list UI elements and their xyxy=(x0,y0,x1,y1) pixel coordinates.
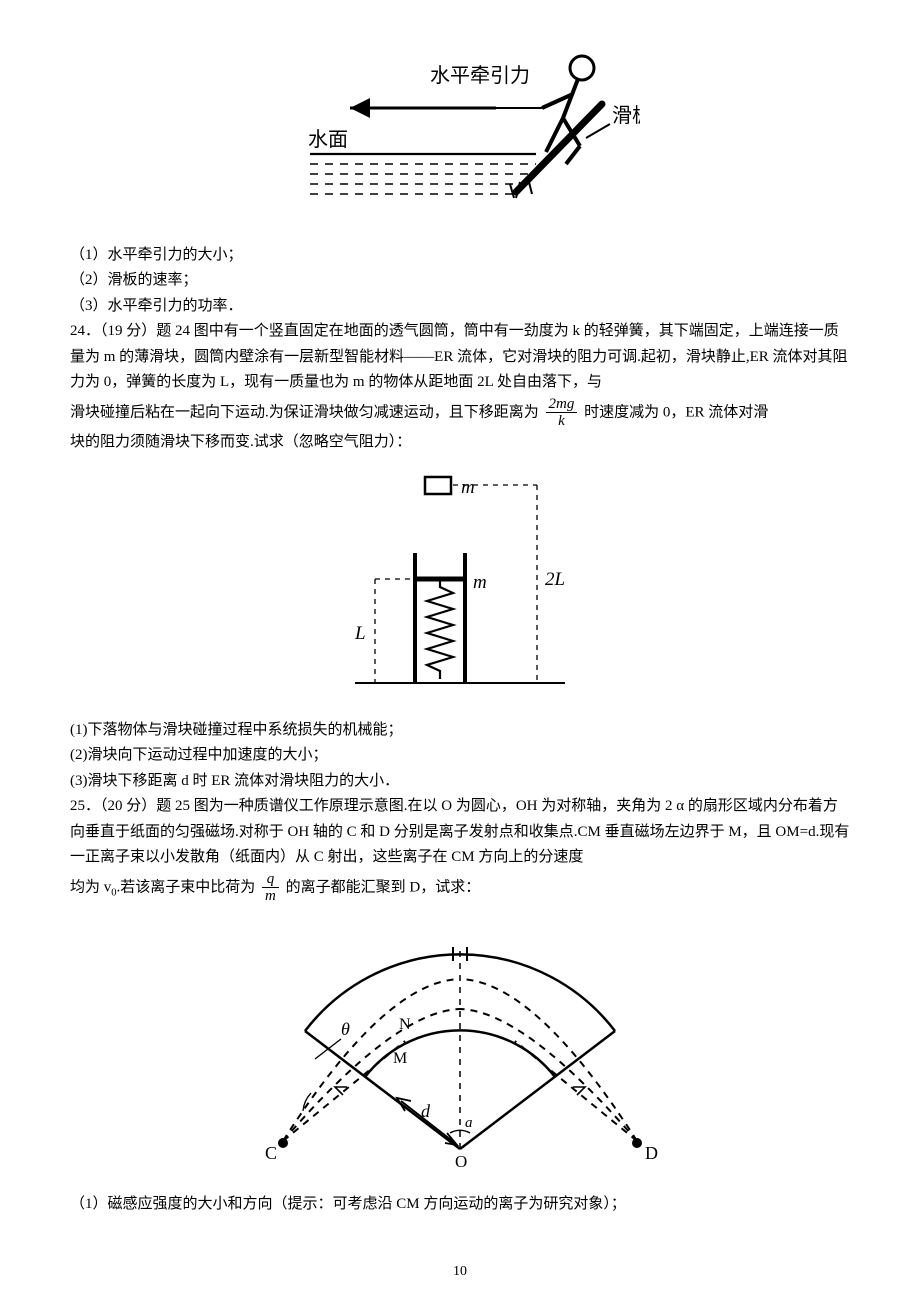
label-water: 水面 xyxy=(308,128,348,151)
q25-fraction: q m xyxy=(262,871,279,905)
q24-frac-num: 2mg xyxy=(546,396,578,414)
label-M: M xyxy=(393,1050,407,1067)
label-O: O xyxy=(455,1152,467,1171)
label-2L: 2L xyxy=(545,569,565,590)
q24-fraction: 2mg k xyxy=(546,396,578,430)
figure-sector: θ N M d a O C D xyxy=(70,911,850,1181)
label-N: N xyxy=(399,1016,411,1033)
q24-head-b: 滑块碰撞后粘在一起向下运动.为保证滑块做匀减速运动，且下移距离为 2mg k 时… xyxy=(70,396,850,430)
q25-part1: （1）磁感应强度的大小和方向（提示：可考虑沿 CM 方向运动的离子为研究对象）； xyxy=(70,1192,850,1218)
q24-head-b1: 滑块碰撞后粘在一起向下运动.为保证滑块做匀减速运动，且下移距离为 xyxy=(70,404,539,420)
q23-part3: （3）水平牵引力的功率． xyxy=(70,294,850,320)
q25-head-b1: 均为 v xyxy=(70,879,111,895)
label-a: a xyxy=(465,1115,473,1131)
q24-head-a: 24．（19 分）题 24 图中有一个竖直固定在地面的透气圆筒，筒中有一劲度为 … xyxy=(70,319,850,396)
q25-frac-num: q xyxy=(262,871,279,889)
label-L: L xyxy=(354,623,366,644)
q25-head-b: 均为 v0.若该离子束中比荷为 q m 的离子都能汇聚到 D，试求： xyxy=(70,871,850,905)
q24-part2: (2)滑块向下运动过程中加速度的大小； xyxy=(70,743,850,769)
label-D: D xyxy=(645,1143,658,1163)
label-C: C xyxy=(265,1143,277,1163)
label-pull: 水平牵引力 xyxy=(430,64,530,87)
label-d: d xyxy=(421,1101,431,1121)
q23-part1: （1）水平牵引力的大小； xyxy=(70,243,850,269)
figure-waterski: 水平牵引力 水面 滑板 xyxy=(70,46,850,231)
q24-head-b2: 时速度减为 0，ER 流体对滑 xyxy=(584,404,768,420)
q24-part3: (3)滑块下移距离 d 时 ER 流体对滑块阻力的大小． xyxy=(70,769,850,795)
q25-head-b3: 的离子都能汇聚到 D，试求： xyxy=(286,879,481,895)
label-board: 滑板 xyxy=(612,104,640,127)
page-number: 10 xyxy=(0,1260,920,1284)
q24-part1: (1)下落物体与滑块碰撞过程中系统损失的机械能； xyxy=(70,718,850,744)
q24-head-c: 块的阻力须随滑块下移而变.试求（忽略空气阻力）： xyxy=(70,430,850,456)
label-theta: θ xyxy=(341,1019,350,1039)
q24-frac-den: k xyxy=(546,413,578,430)
q25-frac-den: m xyxy=(262,888,279,905)
q25-head-b2: .若该离子束中比荷为 xyxy=(117,879,256,895)
q25-head-a: 25．（20 分）题 25 图为一种质谱仪工作原理示意图.在以 O 为圆心，OH… xyxy=(70,794,850,871)
label-m-mid: m xyxy=(473,572,487,593)
figure-springtube: m m 2L L xyxy=(70,461,850,706)
q23-part2: （2）滑板的速率； xyxy=(70,268,850,294)
label-m-top: m xyxy=(461,477,475,498)
